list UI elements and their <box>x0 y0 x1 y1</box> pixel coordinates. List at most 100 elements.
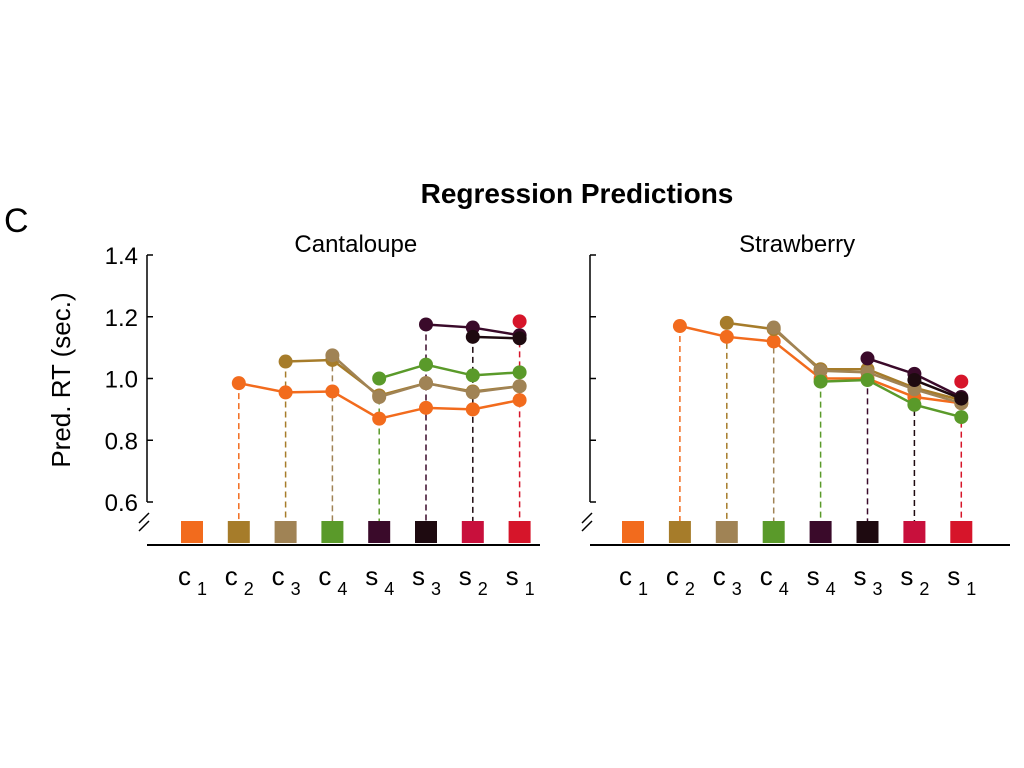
category-subscript: 1 <box>525 579 535 599</box>
data-point <box>372 411 387 426</box>
category-marker <box>715 521 738 543</box>
category-subscript: 3 <box>873 579 883 599</box>
axis-break-mark <box>581 520 593 532</box>
category-marker <box>227 521 250 543</box>
data-point <box>372 390 387 405</box>
data-point <box>672 319 687 334</box>
category-letter: s <box>854 561 867 591</box>
data-point <box>512 314 527 329</box>
category-subscript: 1 <box>966 579 976 599</box>
category-subscript: 4 <box>779 579 789 599</box>
data-point <box>419 376 433 391</box>
data-point <box>419 317 433 332</box>
category-subscript: 2 <box>685 579 695 599</box>
data-point <box>954 374 969 389</box>
y-tick-label: 0.8 <box>105 428 138 455</box>
data-point <box>766 320 781 335</box>
category-marker <box>368 521 391 543</box>
category-subscript: 1 <box>638 579 648 599</box>
category-letter: c <box>272 561 285 591</box>
category-marker <box>181 521 203 543</box>
category-subscript: 2 <box>919 579 929 599</box>
category-marker <box>903 521 926 543</box>
data-point <box>278 385 293 400</box>
category-marker <box>856 521 879 543</box>
data-point <box>813 363 828 378</box>
y-tick-label: 1.2 <box>105 305 138 332</box>
data-point <box>719 315 734 330</box>
y-axis-label: Pred. RT (sec.) <box>46 292 76 467</box>
panel-title: Cantaloupe <box>294 231 417 258</box>
data-point <box>954 391 969 406</box>
series-line <box>726 321 962 402</box>
category-letter: s <box>900 561 913 591</box>
category-subscript: 4 <box>826 579 836 599</box>
data-point <box>419 400 433 415</box>
axis-break-mark <box>581 512 593 524</box>
category-marker <box>461 521 484 543</box>
category-subscript: 3 <box>431 579 441 599</box>
category-subscript: 3 <box>291 579 301 599</box>
data-point <box>419 357 433 372</box>
y-tick-label: 1.4 <box>105 243 138 270</box>
category-letter: s <box>365 561 378 591</box>
data-point <box>465 329 480 344</box>
data-point <box>907 373 922 388</box>
category-marker <box>950 521 973 543</box>
data-point <box>907 397 922 412</box>
data-point <box>512 379 527 394</box>
category-marker <box>762 521 785 543</box>
data-point <box>325 348 340 363</box>
category-marker <box>274 521 297 543</box>
category-marker <box>809 521 832 543</box>
series-line <box>820 378 962 419</box>
category-marker <box>415 521 437 543</box>
category-letter: s <box>506 561 519 591</box>
category-subscript: 4 <box>384 579 394 599</box>
data-point <box>465 368 480 383</box>
axis-break-mark <box>138 520 150 532</box>
category-subscript: 4 <box>337 579 347 599</box>
category-letter: c <box>666 561 679 591</box>
data-point <box>512 331 527 346</box>
series-line <box>378 363 520 380</box>
category-marker <box>321 521 344 543</box>
category-marker <box>622 521 644 543</box>
panel-title: Strawberry <box>739 231 855 258</box>
data-point <box>278 354 293 369</box>
category-letter: s <box>459 561 472 591</box>
data-point <box>766 334 781 349</box>
category-letter: s <box>947 561 960 591</box>
data-point <box>719 329 734 344</box>
panel-letter: C <box>4 202 29 240</box>
category-letter: c <box>178 561 191 591</box>
data-point <box>860 373 875 388</box>
category-subscript: 3 <box>732 579 742 599</box>
series-line <box>913 378 962 400</box>
category-marker <box>668 521 691 543</box>
category-letter: c <box>225 561 238 591</box>
category-letter: c <box>318 561 331 591</box>
series-line <box>472 335 520 340</box>
category-marker <box>508 521 531 543</box>
category-letter: s <box>412 561 425 591</box>
y-tick-label: 0.6 <box>105 490 138 517</box>
data-point <box>512 393 527 408</box>
